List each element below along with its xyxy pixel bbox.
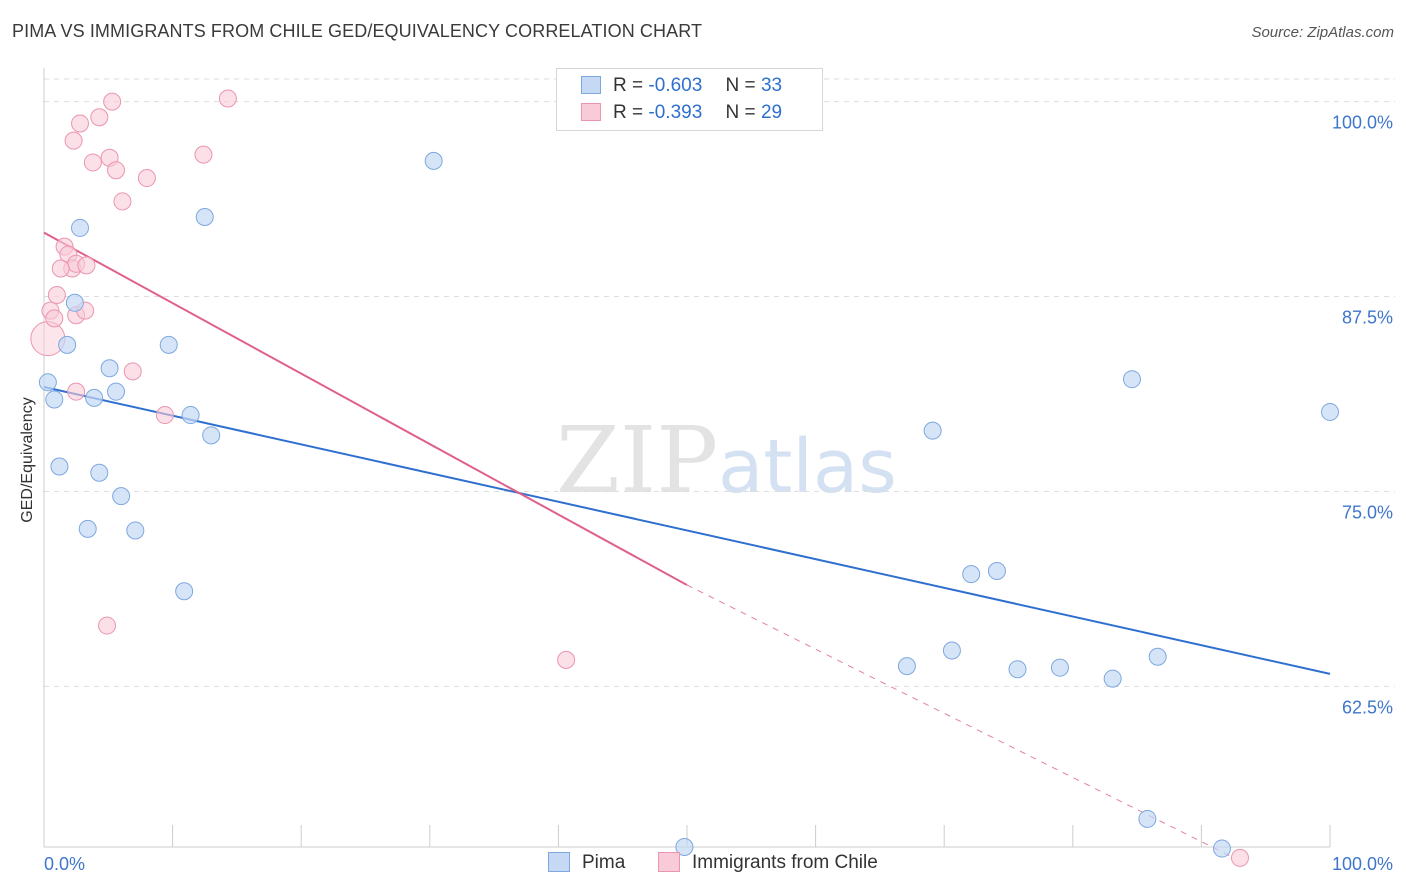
legend-row-pima: R = -0.603 N = 33 (581, 75, 782, 97)
pima-point (58, 335, 77, 354)
chile-point (557, 650, 576, 669)
pima-point (65, 293, 84, 312)
legend-n-value-pima: 33 (760, 75, 783, 96)
legend-swatch-chile (581, 103, 601, 121)
x-tick-label-min: 0.0% (44, 854, 85, 874)
y-tick-label: 87.5% (1342, 308, 1393, 328)
watermark-zip: ZIP (556, 407, 718, 514)
pima-point (159, 335, 178, 354)
legend-n-value-chile: 29 (760, 102, 783, 123)
pima-point (962, 565, 981, 584)
chile-point (83, 153, 102, 172)
chile-point (51, 259, 70, 278)
chile-point (47, 285, 66, 304)
legend-r-label: R = (613, 75, 644, 96)
chile-point (45, 309, 64, 328)
series-legend-chile-label: Immigrants from Chile (692, 852, 878, 873)
y-tick-label: 75.0% (1342, 502, 1393, 522)
pima-point (1008, 660, 1027, 679)
pima-point (987, 561, 1006, 580)
pima-point (107, 382, 126, 401)
chile-point (103, 92, 122, 111)
y-axis-label: GED/Equivalency (19, 397, 36, 523)
trendline-chile (43, 231, 688, 586)
pima-point (78, 519, 97, 538)
legend-n-label: N = (725, 75, 756, 96)
pima-point (90, 463, 109, 482)
correlation-legend: R = -0.603 N = 33 R = -0.393 N = 29 (556, 68, 823, 131)
chile-point (123, 362, 142, 381)
y-tick-label: 62.5% (1342, 697, 1393, 717)
chile-point (90, 108, 109, 127)
y-tick-label: 100.0% (1332, 113, 1393, 133)
pima-point (1148, 647, 1167, 666)
pima-point (424, 151, 443, 170)
chile-point (113, 192, 132, 211)
chile-point (98, 616, 117, 635)
series-swatch-chile (658, 852, 680, 872)
pima-point (175, 582, 194, 601)
pima-point (202, 426, 221, 445)
chile-point (30, 321, 66, 357)
chart-title: PIMA VS IMMIGRANTS FROM CHILE GED/EQUIVA… (12, 21, 703, 41)
legend-swatch-pima (581, 76, 601, 94)
source-label: Source: ZipAtlas.com (1251, 24, 1394, 41)
chile-point (155, 406, 174, 425)
watermark-atlas: atlas (718, 424, 897, 510)
chile-point (71, 114, 90, 133)
pima-point (45, 390, 64, 409)
pima-point (1050, 658, 1069, 677)
pima-point (100, 359, 119, 378)
pima-point (942, 641, 961, 660)
pima-point (1212, 839, 1231, 858)
legend-n-label: N = (725, 102, 756, 123)
chile-point (107, 161, 126, 180)
pima-point (1103, 669, 1122, 688)
chile-point (67, 382, 86, 401)
trendline-chile-extension (686, 584, 1232, 857)
pima-point (126, 521, 145, 540)
pima-point (181, 406, 200, 425)
pima-point (897, 657, 916, 676)
chile-point (137, 169, 156, 188)
chile-point (218, 89, 237, 108)
legend-r-value-chile: -0.393 (648, 102, 703, 123)
chile-point (194, 145, 213, 164)
trendline-pima (43, 386, 1331, 675)
pima-point (38, 373, 57, 392)
pima-point (50, 457, 69, 476)
pima-point (112, 487, 131, 506)
series-legend-pima-label: Pima (582, 852, 626, 873)
series-legend-pima: Pima (548, 852, 625, 874)
legend-r-value-pima: -0.603 (648, 75, 703, 96)
chile-point (1230, 848, 1249, 867)
pima-point (1321, 402, 1339, 421)
pima-point (85, 388, 104, 407)
chile-point (64, 131, 83, 150)
pima-point (923, 421, 942, 440)
pima-point (1138, 809, 1157, 828)
series-legend-chile: Immigrants from Chile (658, 852, 878, 874)
pima-point (1122, 370, 1141, 389)
chile-point (77, 256, 96, 275)
series-swatch-pima (548, 852, 570, 872)
x-tick-label-max: 100.0% (1332, 854, 1393, 874)
pima-point (195, 208, 214, 227)
pima-point (675, 838, 694, 856)
pima-point (71, 218, 90, 237)
legend-row-chile: R = -0.393 N = 29 (581, 102, 782, 124)
legend-r-label: R = (613, 102, 644, 123)
